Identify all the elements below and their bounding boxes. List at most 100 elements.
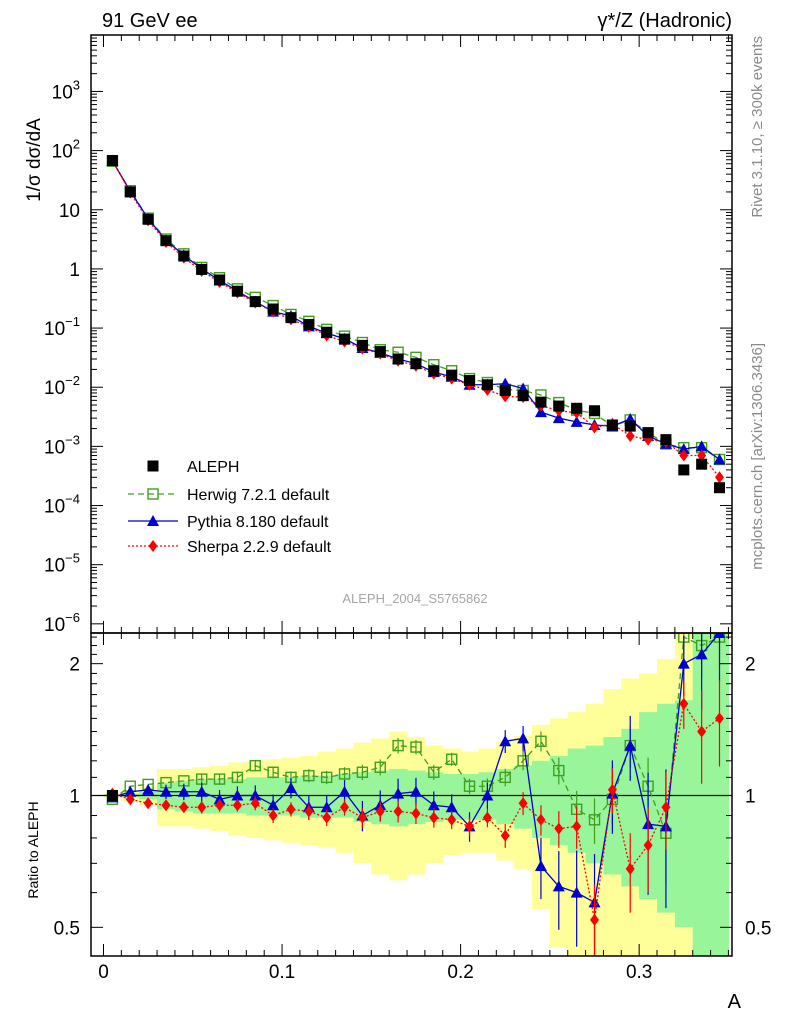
- data-point: [517, 390, 529, 402]
- pythia-point: [552, 412, 565, 424]
- sherpa-ratio-point: [572, 820, 582, 833]
- sherpa-ratio-point: [304, 805, 314, 818]
- sherpa-ratio-point: [375, 805, 385, 818]
- data-point: [535, 396, 547, 408]
- herwig-ratio-point: [535, 735, 547, 747]
- sherpa-ratio-point: [679, 697, 689, 710]
- data-point: [464, 374, 476, 386]
- data-point: [410, 358, 422, 370]
- legend-data-marker: [147, 460, 159, 472]
- pythia-ratio-point: [677, 657, 690, 669]
- data-point: [339, 333, 351, 345]
- band-green-bin: [532, 760, 551, 838]
- data-point: [678, 464, 690, 476]
- data-point: [642, 427, 654, 439]
- data-point: [249, 296, 261, 308]
- pythia-ratio-point: [142, 783, 155, 795]
- x-tick-label: 0.2: [447, 962, 473, 983]
- sherpa-point: [590, 421, 600, 434]
- herwig-ratio-point: [499, 771, 511, 784]
- data-point: [285, 312, 297, 324]
- sherpa-ratio-point: [232, 799, 242, 812]
- legend-data-label: ALEPH: [187, 459, 239, 476]
- pythia-ratio-point: [159, 785, 172, 797]
- data-point: [356, 339, 368, 351]
- pythia-point: [695, 440, 708, 452]
- pythia-ratio-point: [570, 886, 583, 898]
- x-tick-label: 0.3: [626, 962, 652, 983]
- pythia-ratio-point: [534, 860, 547, 872]
- sherpa-ratio-point: [518, 797, 528, 810]
- data-point: [428, 365, 440, 377]
- band-green-bin: [692, 633, 712, 956]
- data-point: [392, 353, 404, 365]
- sherpa-point: [679, 449, 689, 462]
- ratio-y-tick-label-left: 1: [69, 786, 80, 807]
- band-green-bin: [710, 633, 730, 956]
- data-point: [303, 318, 315, 330]
- legend-sherpa-marker: [148, 540, 158, 552]
- pythia-ratio-point: [552, 880, 565, 892]
- sherpa-ratio-point: [125, 793, 135, 806]
- sherpa-ratio-point: [322, 811, 332, 824]
- legend-herwig-marker: [147, 488, 159, 500]
- pythia-ratio-point: [231, 789, 244, 801]
- pythia-point: [570, 415, 583, 427]
- main-ylabel: 1/σ dσ/dA: [24, 118, 45, 202]
- pythia-ratio-point: [177, 785, 190, 797]
- sherpa-line: [111, 160, 721, 478]
- herwig-ratio-point: [428, 766, 440, 778]
- header-right: γ*/Z (Hadronic): [598, 10, 732, 32]
- data-point: [142, 213, 154, 225]
- y-tick-label: 1: [69, 260, 80, 281]
- herwig-ratio-point: [410, 741, 422, 753]
- sherpa-ratio-point: [179, 801, 189, 814]
- sherpa-ratio-point: [340, 801, 350, 814]
- data-point: [553, 400, 565, 412]
- pythia-ratio-point: [517, 732, 530, 744]
- ratio-ylabel: Ratio to ALEPH: [25, 801, 41, 898]
- ratio-series: [106, 633, 726, 956]
- data-point: [481, 379, 493, 391]
- axis-ticks: 10−6 10−5 10−4 10−3 10−2 10−1 1 10 102 103 0 0.1 0.2…: [44, 34, 771, 983]
- band-green-bin: [674, 700, 694, 928]
- y-tick-label: 10−3: [44, 432, 80, 458]
- data-point: [106, 155, 118, 167]
- band-green-bin: [549, 756, 569, 846]
- sherpa-ratio-point: [393, 805, 403, 818]
- ratio-frame: [90, 632, 733, 957]
- y-tick-label: 10−4: [44, 492, 80, 518]
- herwig-ratio-point: [392, 739, 404, 752]
- sherpa-ratio-point: [482, 811, 492, 824]
- sherpa-point: [715, 471, 725, 484]
- pythia-ratio-point: [445, 801, 458, 813]
- pythia-point: [677, 443, 690, 455]
- sherpa-ratio-point: [357, 811, 367, 824]
- data-point: [446, 369, 458, 381]
- data-point: [571, 402, 583, 414]
- herwig-ratio-point: [517, 755, 529, 767]
- pythia-ratio-point: [249, 789, 262, 801]
- pythia-ratio-point: [499, 735, 512, 747]
- data-point: [267, 303, 279, 315]
- pythia-ratio-point: [481, 789, 494, 801]
- ratio-y-tick-label-left: 0.5: [54, 918, 80, 939]
- herwig-ratio-point: [320, 771, 333, 784]
- sherpa-ratio-point: [411, 807, 421, 820]
- y-tick-label: 10: [59, 201, 80, 222]
- data-point: [624, 420, 636, 432]
- herwig-ratio-point: [463, 780, 476, 792]
- data-ratio-point: [106, 789, 118, 801]
- xlabel: A: [728, 991, 742, 1013]
- y-tick-label: 10−5: [44, 551, 80, 577]
- rivet-label: Rivet 3.1.10, ≥ 300k events: [749, 36, 766, 218]
- pythia-ratio-point: [409, 785, 422, 797]
- herwig-ratio-point: [231, 771, 244, 784]
- sherpa-ratio-point: [215, 799, 225, 812]
- herwig-ratio-point: [553, 764, 565, 777]
- y-tick-label: 102: [52, 137, 80, 163]
- x-tick-label: 0.1: [269, 962, 295, 983]
- pythia-ratio-point: [320, 801, 333, 813]
- pythia-ratio-point: [195, 785, 208, 797]
- sherpa-ratio-point: [607, 783, 617, 796]
